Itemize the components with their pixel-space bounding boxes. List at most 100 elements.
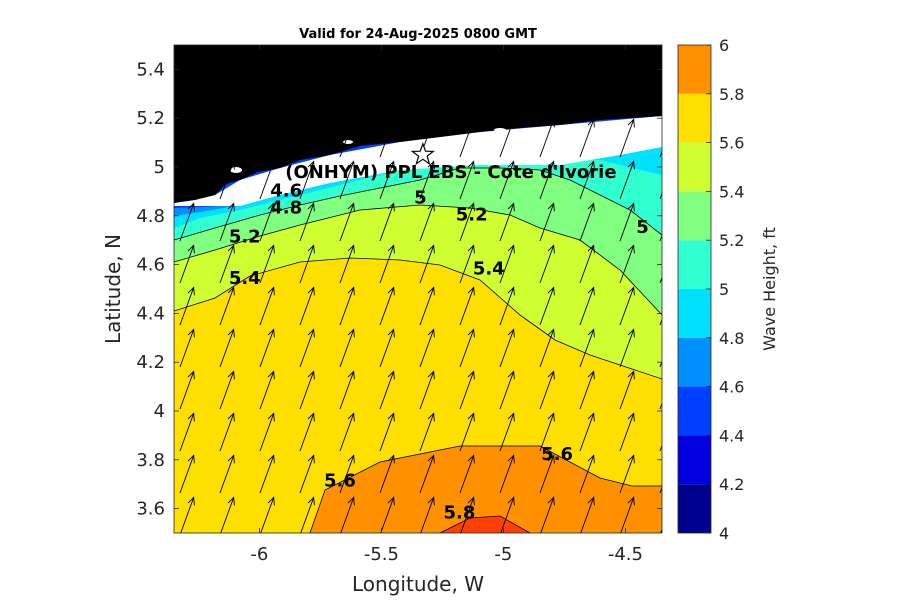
colorbar-tick-label: 5 <box>719 280 729 299</box>
wave-arrow <box>180 496 195 533</box>
wave-arrow <box>379 370 395 410</box>
wave-arrow <box>259 328 275 368</box>
wave-arrow <box>499 118 515 158</box>
wave-arrow <box>579 286 595 326</box>
contour-label: 5.6 <box>324 471 356 492</box>
wave-arrow <box>339 454 355 494</box>
colorbar-tick-label: 4.2 <box>719 475 744 494</box>
wave-arrow <box>379 160 395 200</box>
contour-label: 5.4 <box>229 268 261 289</box>
wave-arrow <box>299 244 315 284</box>
wave-arrow <box>499 454 515 494</box>
wave-arrow <box>419 160 435 200</box>
colorbar-segment <box>678 435 711 485</box>
wave-arrow <box>339 370 355 410</box>
wave-arrow <box>459 328 475 368</box>
wave-arrow <box>619 370 635 410</box>
colorbar-segment <box>678 93 711 143</box>
wave-direction-arrows <box>179 76 662 533</box>
wave-arrow <box>340 496 355 533</box>
wave-arrow <box>299 412 315 452</box>
wave-arrow <box>579 202 595 242</box>
wave-arrow <box>539 370 555 410</box>
wave-arrow <box>459 202 475 242</box>
colorbar-tick-label: 4.6 <box>719 378 744 397</box>
wave-arrow <box>539 118 555 158</box>
wave-arrow <box>539 160 555 200</box>
wave-arrow <box>419 328 435 368</box>
wave-arrow <box>300 496 315 533</box>
y-axis-ticks: 3.63.844.24.44.64.855.25.4 <box>136 59 662 520</box>
y-tick-label: 4 <box>154 401 165 422</box>
wave-arrow <box>459 412 475 452</box>
colorbar-tick-label: 4.4 <box>719 426 744 445</box>
wave-arrow <box>579 244 595 284</box>
wave-arrow <box>339 118 355 158</box>
colorbar-tick-label: 6 <box>719 36 729 55</box>
land-mass <box>174 45 662 203</box>
y-tick-label: 4.4 <box>136 303 165 324</box>
wave-arrow <box>459 454 475 494</box>
wave-arrow <box>539 412 555 452</box>
wave-arrow <box>499 286 515 326</box>
wave-arrow <box>339 160 355 200</box>
wave-arrow <box>179 76 195 116</box>
wave-arrow <box>619 328 635 368</box>
wave-arrow <box>419 202 435 242</box>
colorbar-tick-label: 5.8 <box>719 85 744 104</box>
wave-arrow <box>259 76 275 116</box>
y-tick-label: 3.6 <box>136 499 165 520</box>
y-tick-label: 5.4 <box>136 59 165 80</box>
wave-arrow <box>299 328 315 368</box>
y-axis-label: Latitude, N <box>101 234 125 344</box>
y-tick-label: 4.6 <box>136 255 165 276</box>
contour-label: 4.8 <box>270 197 302 218</box>
wave-arrow <box>379 244 395 284</box>
wave-arrow <box>299 286 315 326</box>
wave-arrow <box>379 76 395 116</box>
contour-label: 5.2 <box>229 227 261 248</box>
colorbar-segment <box>678 240 711 289</box>
wave-arrow <box>219 328 235 368</box>
y-tick-label: 3.8 <box>136 450 165 471</box>
wave-arrow <box>419 412 435 452</box>
wave-arrow <box>539 202 555 242</box>
wave-arrow <box>219 370 235 410</box>
wave-arrow <box>459 286 475 326</box>
wave-arrow <box>259 286 275 326</box>
wave-arrow <box>339 244 355 284</box>
wave-arrow <box>499 370 515 410</box>
wave-arrow <box>219 202 235 242</box>
wave-arrow <box>619 412 635 452</box>
contour-label: 5 <box>636 217 649 238</box>
wave-arrow <box>179 328 195 368</box>
colorbar-ticks: 4 4.2 4.4 4.6 4.8 5 5.2 5.4 5.6 5.8 6 <box>706 36 744 543</box>
wave-arrow <box>619 244 635 284</box>
wave-arrow <box>499 160 515 200</box>
wave-arrow <box>299 454 315 494</box>
wave-arrow <box>259 160 275 200</box>
wave-arrow <box>459 118 475 158</box>
site-marker-star <box>410 142 435 166</box>
wave-arrow <box>379 412 395 452</box>
wave-arrow <box>459 76 475 116</box>
wave-arrow <box>499 244 515 284</box>
wave-arrow <box>419 454 435 494</box>
wave-arrow <box>460 496 475 533</box>
contour-label: 5.8 <box>444 502 476 523</box>
wave-arrow <box>619 454 635 494</box>
wave-arrow <box>579 454 595 494</box>
wave-arrow <box>179 286 195 326</box>
wave-arrow <box>179 118 195 158</box>
wave-arrow <box>259 244 275 284</box>
contour-labels: 4.64.8 5 5.2 5.2 5 5.4 5.4 5.6 5.6 5.8 <box>229 180 649 523</box>
wave-arrow <box>419 370 435 410</box>
wave-arrow <box>539 286 555 326</box>
wave-arrow <box>379 202 395 242</box>
wave-arrow <box>419 76 435 116</box>
wave-arrow <box>259 412 275 452</box>
y-tick-label: 5.2 <box>136 108 165 129</box>
wave-arrow <box>459 370 475 410</box>
x-tick-label: -4.5 <box>608 544 643 565</box>
wave-arrow <box>579 118 595 158</box>
